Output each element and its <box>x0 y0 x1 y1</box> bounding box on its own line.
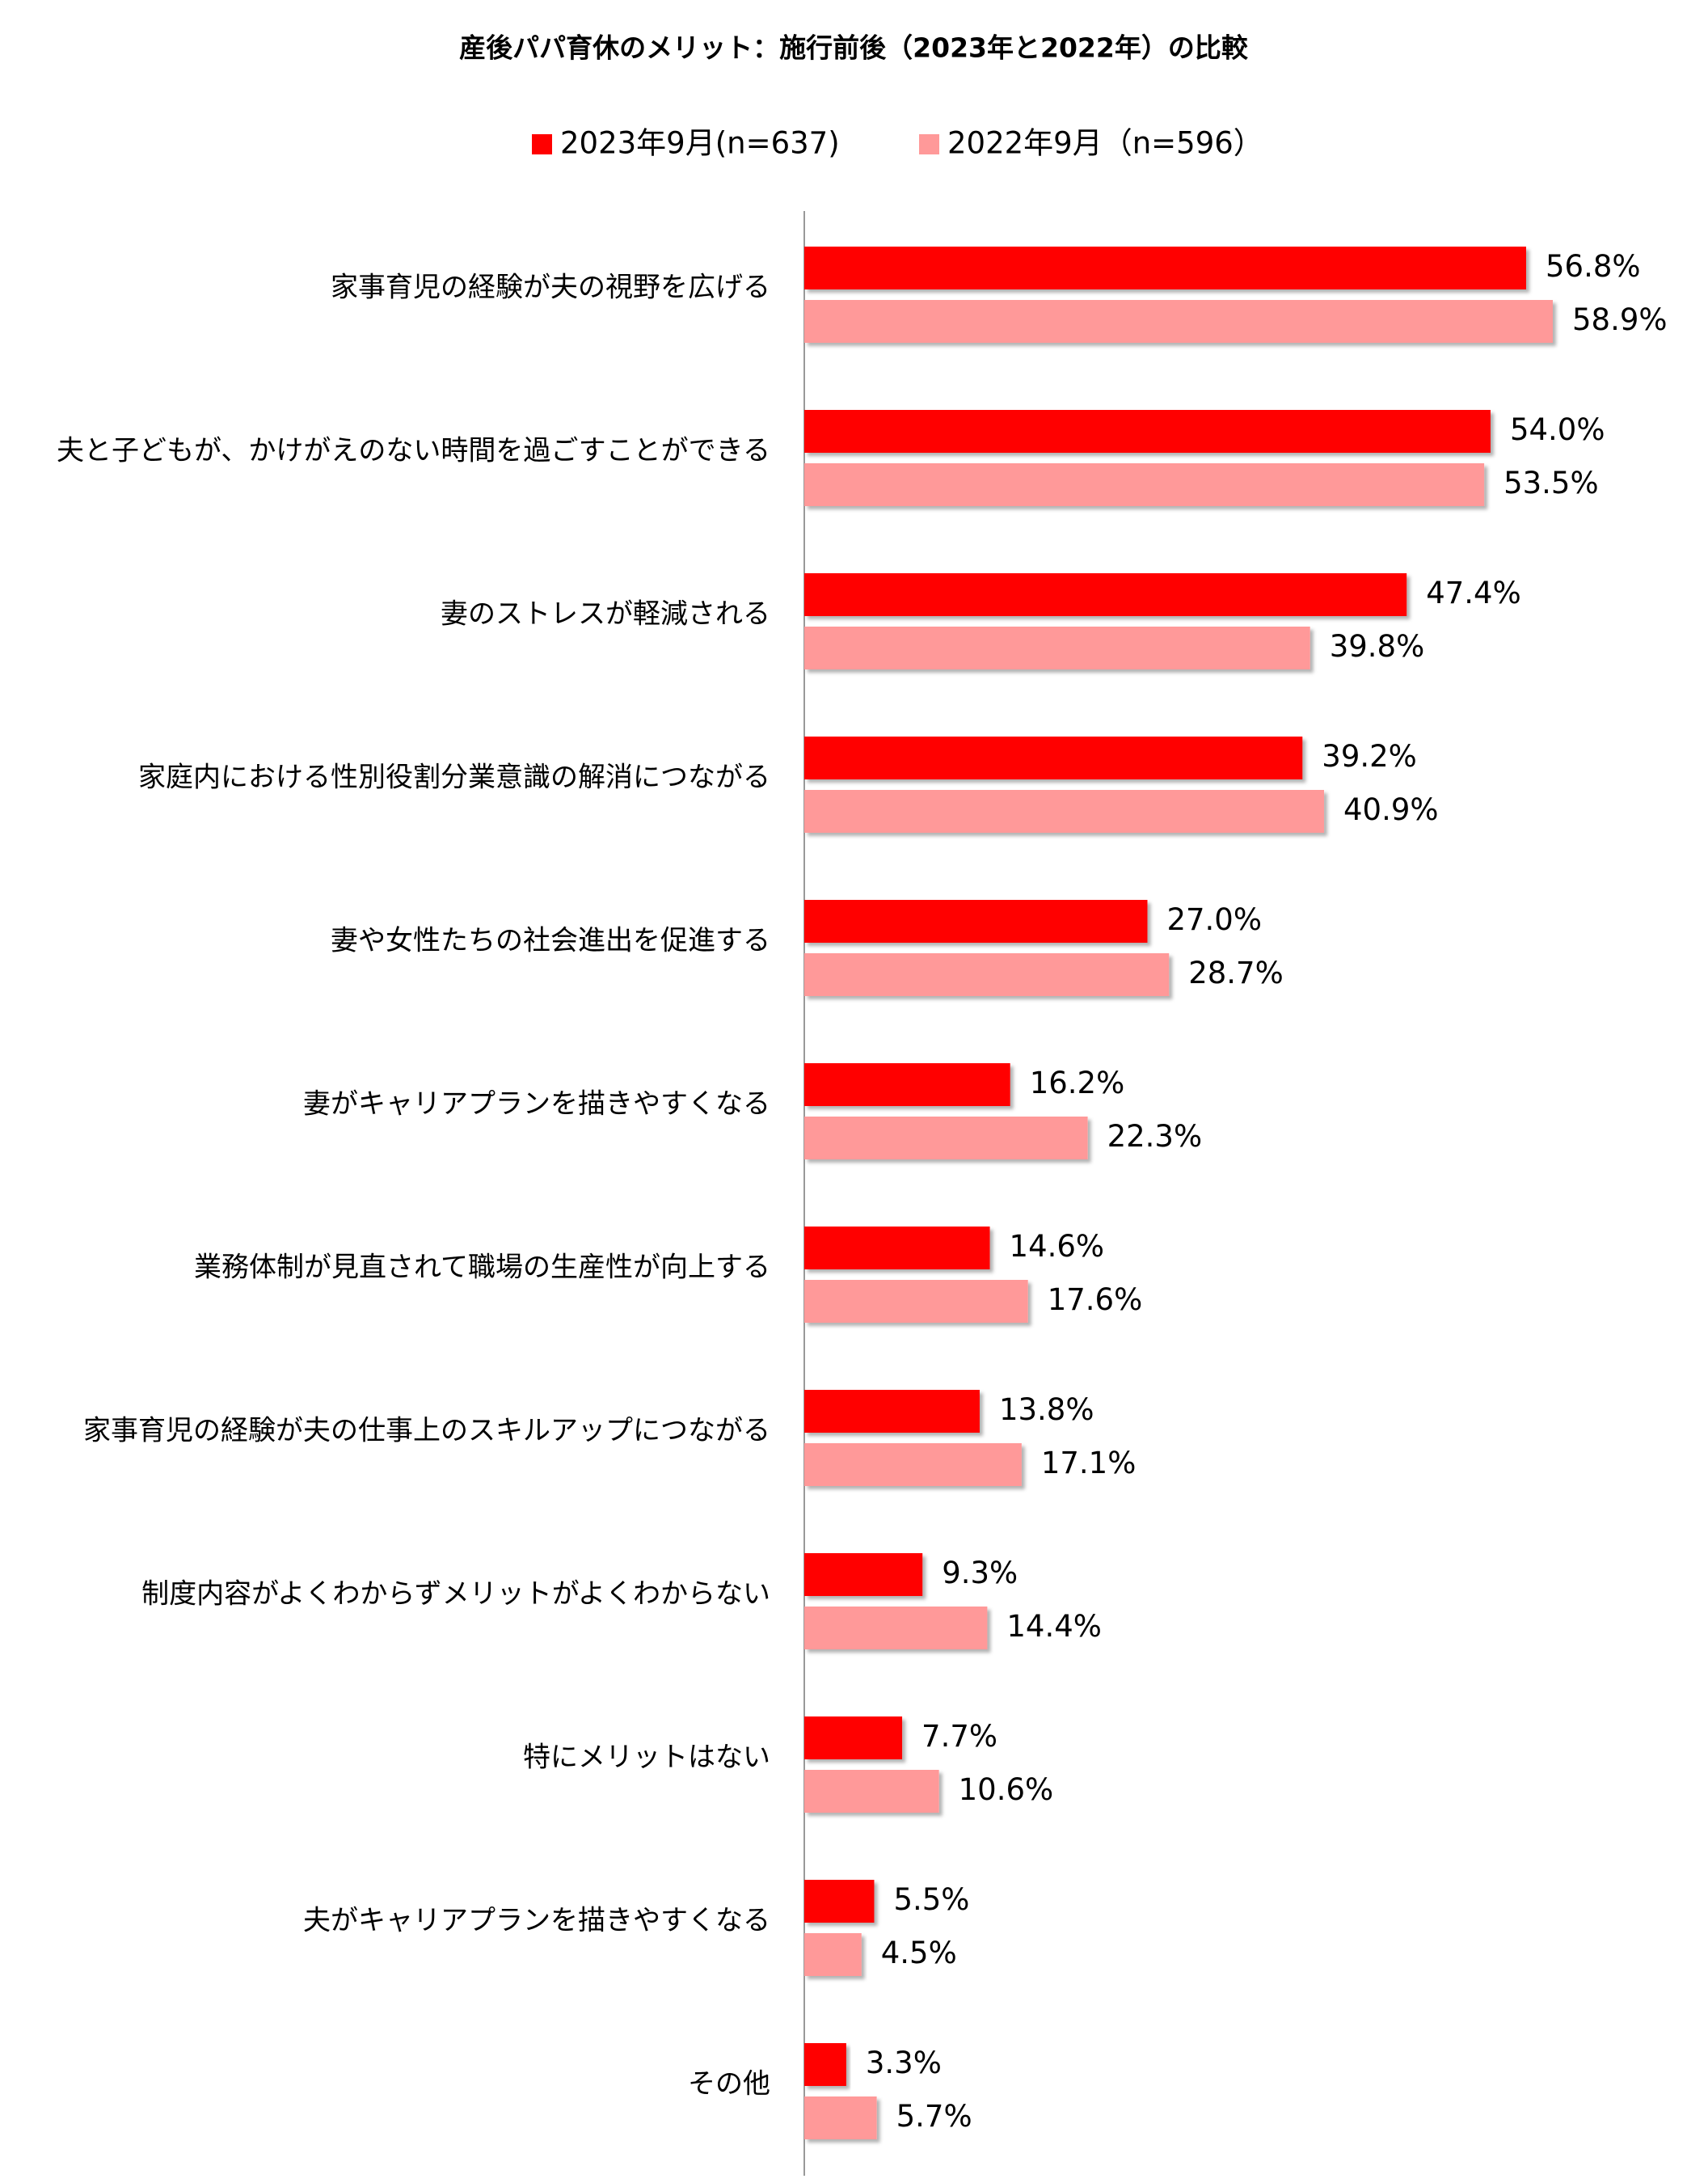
value-label: 22.3% <box>1107 1119 1203 1154</box>
value-label: 13.8% <box>999 1392 1094 1427</box>
category-label: 家事育児の経験が夫の視野を広げる <box>331 272 770 304</box>
bar <box>804 1607 988 1649</box>
category-label: 特にメリットはない <box>523 1742 770 1774</box>
value-label: 53.5% <box>1503 466 1599 500</box>
value-label: 28.7% <box>1188 956 1284 990</box>
bar <box>804 1443 1022 1486</box>
category-label: 制度内容がよくわからずメリットがよくわからない <box>141 1578 770 1611</box>
bar <box>804 953 1170 996</box>
category-label: 夫がキャリアプランを描きやすくなる <box>303 1905 770 1937</box>
bar <box>804 410 1491 453</box>
category-label: 夫と子どもが、かけがえのない時間を過ごすことができる <box>57 435 770 467</box>
value-label: 4.5% <box>881 1936 957 1970</box>
bar <box>804 1553 923 1596</box>
bar <box>804 627 1310 669</box>
category-label: 妻や女性たちの社会進出を促進する <box>331 925 770 957</box>
value-label: 17.6% <box>1048 1282 1143 1317</box>
value-label: 10.6% <box>959 1772 1054 1807</box>
bar <box>804 1117 1088 1159</box>
category-label: その他 <box>688 2068 770 2101</box>
chart-title: 産後パパ育休のメリット：施行前後（2023年と2022年）の比較 <box>459 32 1249 64</box>
value-label: 16.2% <box>1030 1066 1125 1100</box>
bar <box>804 1880 875 1923</box>
bar <box>804 1063 1010 1106</box>
bar <box>804 1770 939 1813</box>
bar <box>804 790 1325 833</box>
value-label: 17.1% <box>1041 1446 1137 1480</box>
bar <box>804 1227 990 1269</box>
value-label: 7.7% <box>921 1719 997 1754</box>
bar <box>804 247 1526 289</box>
legend-label: 2023年9月(n=637) <box>560 126 840 161</box>
legend-label: 2022年9月（n=596） <box>947 126 1263 161</box>
bar <box>804 1390 980 1433</box>
bar <box>804 1933 862 1976</box>
value-label: 3.3% <box>866 2046 942 2080</box>
value-label: 14.4% <box>1006 1609 1102 1644</box>
category-label: 業務体制が見直されて職場の生産性が向上する <box>194 1252 770 1284</box>
bar <box>804 737 1303 779</box>
bar <box>804 300 1553 343</box>
value-label: 56.8% <box>1546 249 1641 284</box>
value-label: 47.4% <box>1426 576 1521 610</box>
legend-swatch <box>919 134 939 154</box>
value-label: 14.6% <box>1010 1229 1105 1264</box>
bar <box>804 2043 846 2086</box>
legend-swatch <box>532 134 552 154</box>
bar <box>804 1280 1028 1323</box>
bar <box>804 900 1148 943</box>
category-label: 家庭内における性別役割分業意識の解消につながる <box>138 762 770 794</box>
bar <box>804 463 1485 506</box>
value-label: 27.0% <box>1166 902 1262 937</box>
value-label: 40.9% <box>1343 792 1439 827</box>
value-label: 58.9% <box>1572 302 1668 337</box>
category-label: 妻のストレスが軽減される <box>441 598 770 631</box>
bar <box>804 1716 903 1759</box>
category-label: 家事育児の経験が夫の仕事上のスキルアップにつながる <box>83 1415 770 1447</box>
bar <box>804 2096 877 2139</box>
bar <box>804 573 1407 616</box>
value-label: 5.7% <box>896 2099 972 2134</box>
value-label: 39.2% <box>1322 739 1417 774</box>
value-label: 5.5% <box>893 1882 969 1917</box>
value-label: 9.3% <box>942 1556 1018 1590</box>
category-label: 妻がキャリアプランを描きやすくなる <box>303 1088 770 1121</box>
value-label: 39.8% <box>1330 629 1425 664</box>
value-label: 54.0% <box>1510 412 1605 447</box>
